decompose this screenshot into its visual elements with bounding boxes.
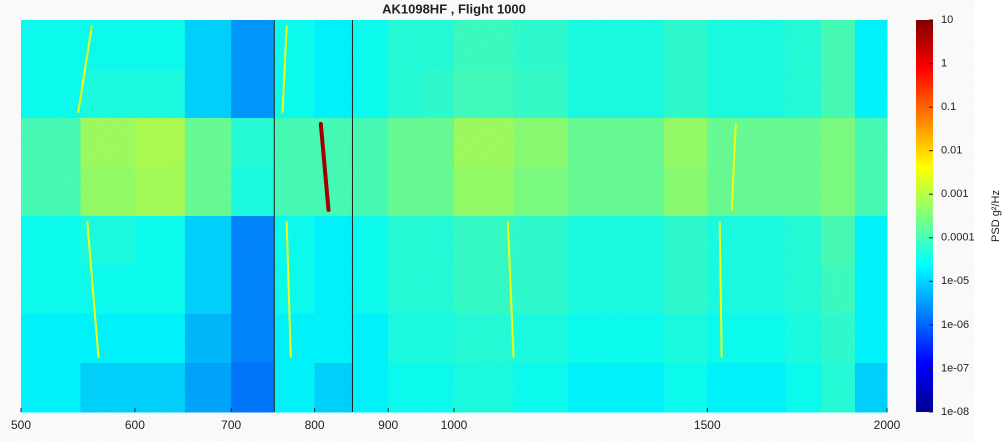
colorbar: [916, 20, 933, 412]
x-tick-label: 700: [221, 418, 241, 432]
x-tick-label: 2000: [874, 418, 901, 432]
colorbar-label: PSD g²/Hz: [990, 190, 1002, 242]
colorbar-tick-label: 1e-06: [941, 319, 969, 331]
colorbar-tick-label: 1e-07: [941, 362, 969, 374]
colorbar-tick-label: 1e-08: [941, 406, 969, 418]
track: [77, 25, 93, 113]
chart-title: AK1098HF , Flight 1000: [382, 1, 526, 16]
x-tick-label: 900: [378, 418, 398, 432]
x-tick-label: 500: [11, 418, 31, 432]
track: [318, 122, 331, 212]
track: [285, 221, 292, 358]
colorbar-tick-label: 0.0001: [941, 232, 975, 244]
x-tick-label: 800: [305, 418, 325, 432]
x-tick-label: 1500: [694, 418, 721, 432]
colorbar-tick-label: 1: [941, 57, 947, 69]
colorbar-tick-label: 0.001: [941, 188, 969, 200]
x-tick-label: 600: [125, 418, 145, 432]
track: [730, 123, 737, 211]
track: [718, 221, 723, 358]
track: [86, 221, 100, 358]
track: [506, 221, 515, 358]
colorbar-tick-label: 0.1: [941, 101, 956, 113]
texture: [21, 20, 887, 412]
colorbar-tick-label: 1e-05: [941, 275, 969, 287]
track: [281, 25, 288, 113]
overlay: [77, 20, 737, 412]
colorbar-tick-label: 10: [941, 14, 953, 26]
colorbar-tick-label: 0.01: [941, 145, 962, 157]
x-tick-label: 1000: [441, 418, 468, 432]
